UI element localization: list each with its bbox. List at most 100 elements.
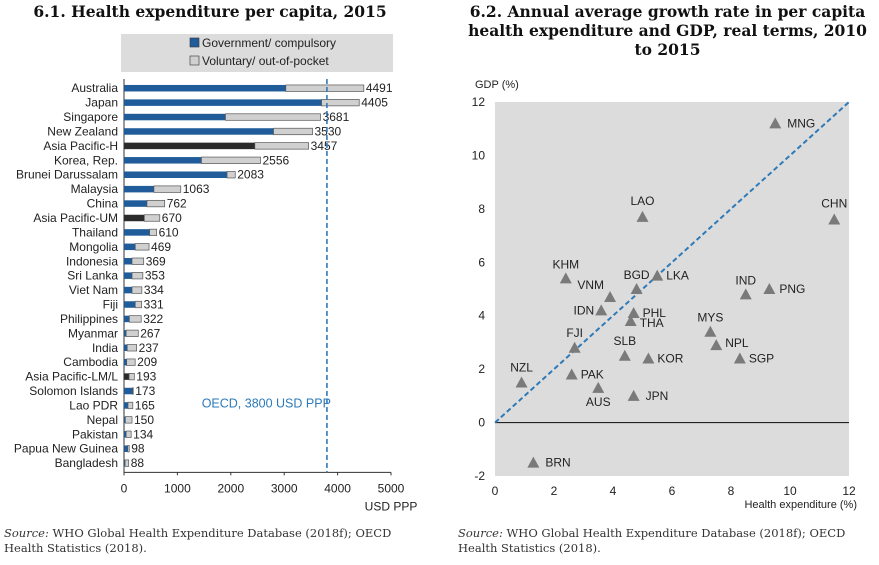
y-tick-label: -2: [474, 469, 485, 483]
triangle-marker: [630, 283, 643, 294]
category-label: Solomon Islands: [29, 384, 118, 398]
total-label: 3681: [323, 110, 350, 124]
bar-row: Philippines 322: [60, 312, 164, 326]
point-label: AUS: [586, 395, 611, 409]
total-label: 165: [135, 398, 155, 412]
total-label: 2556: [262, 153, 289, 167]
bar-voluntary: [127, 401, 134, 410]
y-axis-title: GDP (%): [475, 79, 519, 91]
point-label: LKA: [666, 269, 689, 283]
total-label: 98: [131, 442, 145, 456]
source-note-right: Source: WHO Global Health Expenditure Da…: [458, 526, 878, 556]
y-tick-label: 4: [478, 309, 485, 323]
total-label: 2083: [237, 168, 264, 182]
x-tick-label: 5000: [378, 481, 405, 495]
bar-row: India 237: [92, 341, 159, 355]
bar-government: [124, 301, 136, 308]
bar-government: [124, 84, 286, 92]
bar-government: [124, 402, 129, 409]
category-label: Sri Lanka: [67, 269, 118, 283]
health-expenditure-bar-chart: Government/ compulsory Voluntary/ out-of-…: [14, 34, 417, 513]
total-label: 353: [145, 269, 165, 283]
bar-voluntary: [126, 358, 136, 366]
bar-row: Bangladesh 88: [55, 456, 145, 470]
point-label: SLB: [613, 334, 636, 348]
category-label: Malaysia: [71, 182, 119, 196]
bar-voluntary: [128, 315, 142, 323]
x-tick-label: 2000: [217, 481, 244, 495]
triangle-marker: [739, 288, 752, 300]
point-label: IDN: [574, 303, 595, 317]
triangle-marker: [642, 352, 655, 364]
scatter-point: CHN: [821, 197, 847, 225]
scatter-point: IND: [735, 273, 756, 300]
point-label: JPN: [646, 389, 669, 403]
triangle-marker: [568, 341, 581, 353]
total-label: 3457: [311, 139, 338, 153]
scatter-point: KHM: [552, 257, 579, 284]
category-label: Singapore: [63, 110, 118, 124]
category-label: Papua New Guinea: [14, 442, 118, 456]
bar-row: Malaysia 1063: [71, 182, 210, 196]
bar-voluntary: [321, 99, 360, 107]
legend: Government/ compulsory Voluntary/ out-of-…: [121, 34, 393, 72]
total-label: 209: [137, 355, 157, 369]
point-label: PHL: [643, 306, 667, 320]
category-label: Korea, Rep.: [54, 153, 118, 167]
bar-government: [124, 330, 127, 337]
x-tick-label: 8: [728, 484, 735, 498]
category-label: Indonesia: [66, 254, 118, 268]
bar-government: [124, 171, 228, 178]
scatter-point: JPN: [627, 389, 669, 403]
legend-swatch-government: [189, 37, 200, 48]
bar-row: Japan 4405: [85, 96, 388, 110]
triangle-marker: [769, 117, 782, 129]
source-text-left: WHO Global Health Expenditure Database (…: [4, 526, 392, 555]
bar-government: [124, 243, 136, 251]
bar-voluntary: [128, 373, 135, 381]
bar-government: [124, 315, 130, 323]
scatter-point: MYS: [697, 311, 723, 337]
scatter-point: NPL: [710, 336, 749, 351]
oecd-reference-label: OECD, 3800 USD PPP: [202, 396, 331, 410]
source-prefix-right: Source:: [458, 526, 503, 540]
point-label: THA: [640, 316, 664, 330]
triangle-marker: [828, 213, 841, 225]
scatter-point: PNG: [763, 282, 805, 296]
x-tick-label: 12: [842, 484, 856, 498]
scatter-point: SLB: [613, 334, 636, 361]
bar-row: Thailand 610: [72, 225, 179, 239]
bar-row: Asia Pacific-UM 670: [33, 211, 182, 225]
triangle-marker: [595, 304, 608, 316]
bar-row: Solomon Islands 173: [29, 384, 155, 398]
bar-row: Cambodia 209: [63, 355, 157, 369]
bar-row: Papua New Guinea 98: [14, 442, 145, 456]
x-tick-label: 2: [551, 484, 558, 498]
bar-row: Mongolia 469: [69, 240, 171, 254]
bar-voluntary: [131, 257, 145, 265]
triangle-marker: [636, 210, 649, 222]
bar-row: Korea, Rep. 2556: [54, 153, 290, 167]
bar-row: Lao PDR 165: [69, 398, 155, 412]
bar-row: Pakistan 134: [72, 427, 154, 441]
point-label: CHN: [821, 197, 847, 211]
source-prefix-left: Source:: [4, 526, 49, 540]
x-tick-label: 0: [492, 484, 499, 498]
bar-row: Fiji 331: [103, 298, 164, 312]
bar-row: Asia Pacific-H 3457: [43, 139, 337, 153]
category-label: Bangladesh: [55, 456, 118, 470]
scatter-point: BRN: [527, 456, 571, 470]
y-tick-label: 8: [478, 202, 485, 216]
bar-row: Viet Nam 334: [69, 283, 164, 297]
bar-government: [124, 99, 322, 106]
category-label: Asia Pacific-LM/L: [25, 370, 118, 384]
bar-government: [124, 229, 150, 236]
triangle-marker: [733, 352, 746, 364]
triangle-marker: [651, 269, 664, 281]
x-tick-label: 6: [669, 484, 676, 498]
point-label: BRN: [545, 456, 570, 470]
category-label: India: [92, 341, 118, 355]
bar-voluntary: [131, 272, 144, 280]
category-label: Philippines: [60, 312, 118, 326]
legend-label-voluntary: Voluntary/ out-of-pocket: [202, 54, 329, 68]
